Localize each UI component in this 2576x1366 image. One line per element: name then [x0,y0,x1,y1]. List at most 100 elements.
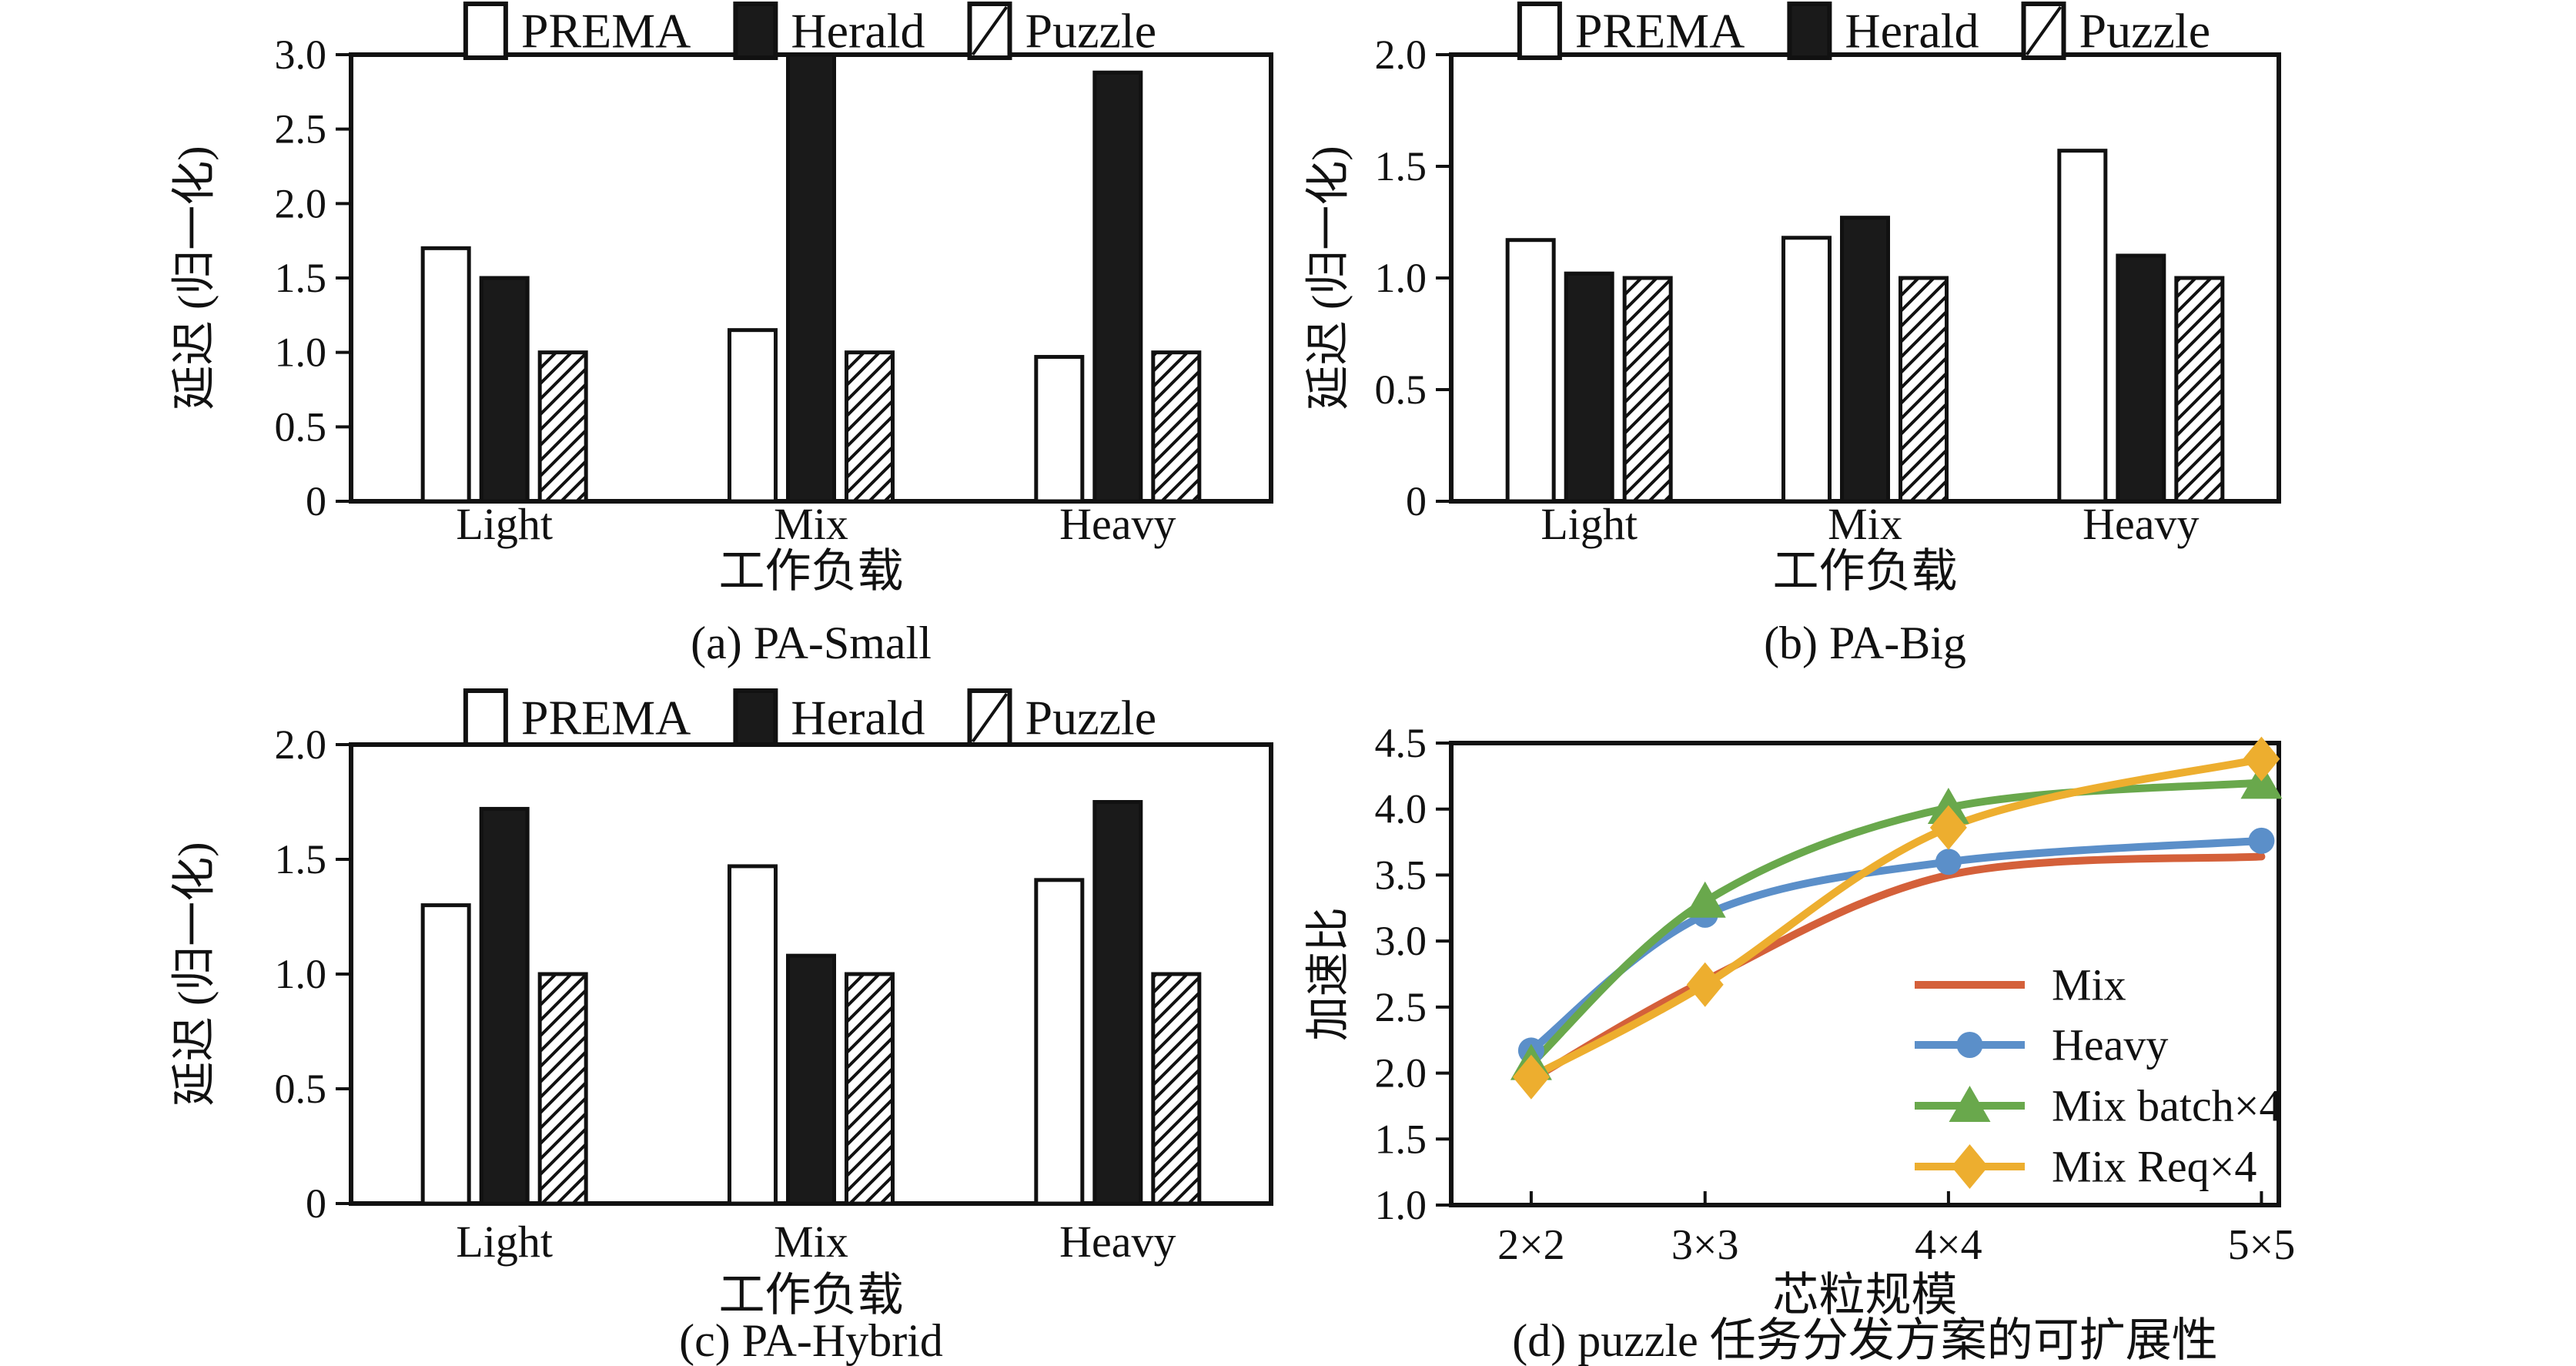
y-tick-label: 4.5 [1375,720,1427,766]
y-tick-label: 0 [1406,478,1427,524]
line-mix-req-4 [1527,755,2266,1081]
caption-a: (a) PA-Small [691,618,932,668]
y-tick-label: 3.0 [275,32,327,78]
bar-puzzle-light [537,350,588,504]
caption-b: (b) PA-Big [1764,618,1966,668]
y-axis-b: 0 0.5 1.0 1.5 2.0 [1375,32,1451,524]
legend-label-heavy: Heavy [2052,1020,2168,1070]
legend-swatch-puzzle [967,688,1012,747]
bar-herald-light [479,806,530,1206]
x-category-label-light: Light [456,499,553,549]
marker-heavy-4-4 [1935,849,1962,876]
legend-label-herald: Herald [1845,4,1979,59]
bar-herald-light [1564,271,1614,504]
marker-mix-req-4-2-2 [1512,1054,1550,1100]
legend-label-mix: Mix [2052,960,2126,1010]
x-category-label-heavy: Heavy [1059,499,1176,549]
legend-marker-heavy [1956,1032,1983,1058]
y-axis-title-c: 延迟 (归一化) [169,842,219,1106]
y-tick-label: 0 [306,478,326,524]
legend-swatch-puzzle [967,2,1012,60]
legend-marker-mix-batch-4 [1949,1086,1991,1122]
bar-puzzle-mix [845,350,895,504]
y-axis-d: 1.0 1.5 2.0 2.5 3.0 3.5 4.0 4.5 [1375,720,1451,1228]
legend-label-puzzle: Puzzle [1025,691,1157,745]
y-tick-label: 1.0 [1375,1182,1427,1228]
legend-label-prema: PREMA [521,691,691,745]
legend-swatch-herald [733,2,778,60]
legend-label-puzzle: Puzzle [1025,4,1157,59]
legend-label-prema: PREMA [1575,4,1745,59]
bars-c [420,800,1202,1206]
bar-herald-heavy [1092,70,1143,504]
marker-mix-req-4-5-5 [2243,736,2280,782]
caption-d: (d) puzzle 任务分发方案的可扩展性 [1512,1315,2218,1366]
bar-puzzle-heavy [1151,972,1202,1206]
x-tick-label-4-4: 4×4 [1915,1221,1982,1269]
bar-prema-light [420,903,471,1206]
y-tick-label: 1.5 [1375,1116,1427,1162]
x-axis-d: 2×2 3×3 4×4 5×5 [1497,1191,2295,1269]
caption-c: (c) PA-Hybrid [679,1315,943,1366]
chart-pa-hybrid: 0 0.5 1.0 1.5 2.0 Light Mix Heavy PREMA Herald Puz… [169,688,1273,1366]
bar-herald-mix [786,953,836,1206]
bar-prema-light [1505,238,1556,504]
y-tick-label: 0 [306,1180,326,1227]
y-tick-label: 2.0 [275,180,327,226]
plot-frame-d [1449,741,2281,1207]
y-axis-title-b: 延迟 (归一化) [1303,146,1353,410]
y-tick-label: 2.5 [1375,984,1427,1030]
y-tick-label: 1.0 [275,330,327,376]
x-category-label-mix: Mix [774,1217,848,1267]
legend-c: PREMA Herald Puzzle [463,688,1157,747]
line-mix [1527,852,2266,1084]
bar-puzzle-heavy [2174,276,2225,504]
x-axis-title-a: 工作负载 [719,546,904,597]
legend-label-mix-batch-4: Mix batch×4 [2052,1081,2282,1131]
bar-puzzle-heavy [1151,350,1202,504]
bars-a [420,52,1202,504]
legend-marker-mix-req-4 [1951,1144,1989,1189]
bar-prema-mix [728,328,778,504]
series-d [1510,736,2283,1100]
legend-label-prema: PREMA [521,4,691,59]
x-category-label-mix: Mix [1828,499,1902,549]
legend-swatch-herald [733,688,778,747]
x-axis-title-b: 工作负载 [1773,546,1958,597]
y-tick-label: 1.5 [1375,143,1427,189]
bar-puzzle-mix [845,972,895,1206]
bar-herald-heavy [2116,253,2166,504]
legend-label-herald: Herald [791,4,925,59]
legend-swatch-prema [463,2,508,60]
y-tick-label: 2.0 [1375,1050,1427,1096]
bar-prema-heavy [1034,354,1085,504]
marker-heavy-5-5 [2248,827,2275,854]
y-tick-label: 2.0 [1375,32,1427,78]
y-tick-label: 1.0 [275,951,327,997]
x-category-label-light: Light [456,1217,553,1267]
marker-mix-req-4-3-3 [1686,962,1724,1007]
marker-mix-batch-4-3-3 [1684,881,1726,918]
bar-herald-mix [1840,216,1890,504]
y-axis-a: 0 0.5 1.0 1.5 2.0 2.5 3.0 [275,32,351,524]
chart-puzzle-scalability: 1.0 1.5 2.0 2.5 3.0 3.5 4.0 4.5 2×2 3×3 4×4 5×5 Mix H… [1303,720,2296,1366]
bar-herald-light [479,276,530,504]
legend-label-mix-req-4: Mix Req×4 [2052,1142,2257,1192]
legend-swatch-prema [1517,2,1562,60]
y-tick-label: 1.5 [275,255,327,301]
x-category-label-mix: Mix [774,499,848,549]
y-tick-label: 0.5 [275,1066,327,1112]
x-category-label-heavy: Heavy [1059,1217,1176,1267]
x-category-label-light: Light [1541,499,1638,549]
y-axis-title-d: 加速比 [1303,907,1353,1041]
bar-prema-heavy [2057,149,2108,504]
x-tick-label-2-2: 2×2 [1497,1221,1565,1269]
chart-pa-small: 0 0.5 1.0 1.5 2.0 2.5 3.0 Light Mix Heavy PREMA Her… [169,2,1273,668]
y-axis-c: 0 0.5 1.0 1.5 2.0 [275,722,351,1227]
x-axis-title-d: 芯粒规模 [1773,1270,1958,1321]
bar-herald-mix [786,52,836,504]
bar-prema-light [420,246,471,504]
x-category-label-heavy: Heavy [2083,499,2199,549]
marker-mix-req-4-4-4 [1929,805,1967,850]
legend-label-puzzle: Puzzle [2079,4,2211,59]
